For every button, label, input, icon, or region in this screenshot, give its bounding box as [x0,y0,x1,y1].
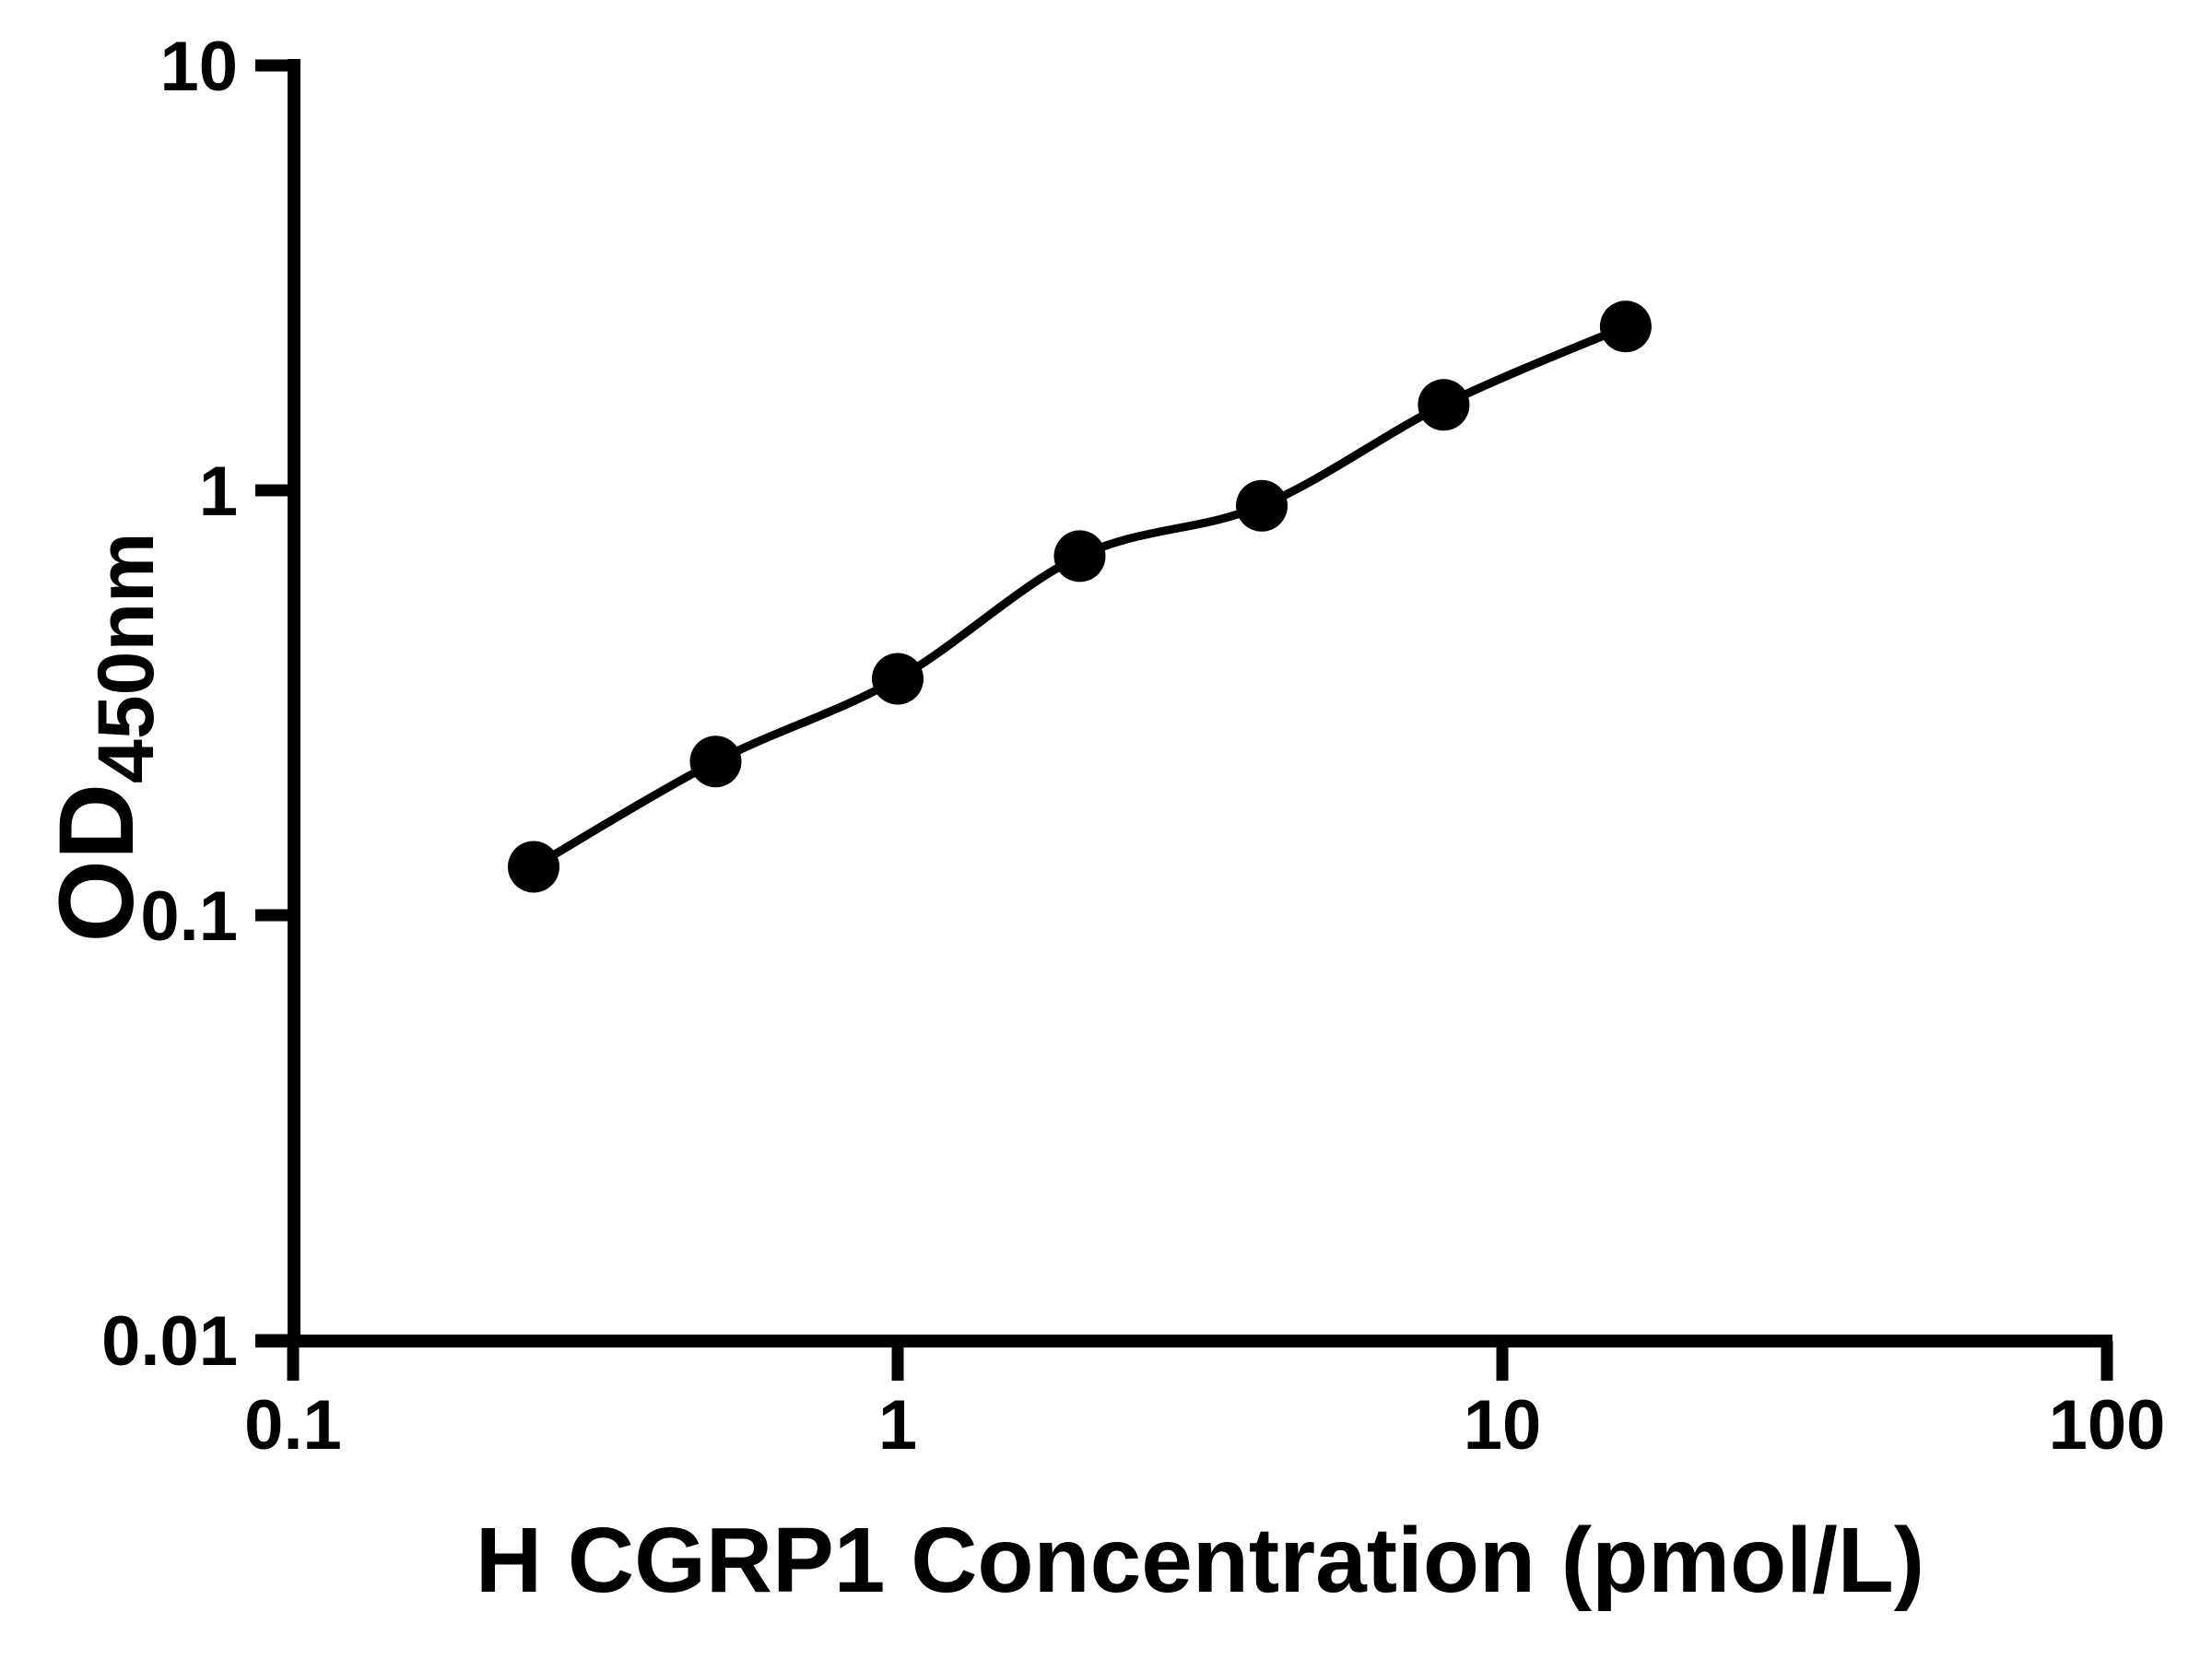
y-axis-title-sub: 450nm [82,532,171,784]
x-axis-title: H CGRP1 Concentration (pmol/L) [475,1509,1925,1612]
data-point-marker-3 [872,653,924,705]
x-tick-label-1: 1 [878,1386,917,1465]
x-tick-label-10: 10 [1464,1386,1542,1465]
data-point-marker-7 [1599,300,1652,353]
data-point-marker-5 [1236,479,1288,532]
data-point-marker-2 [689,735,742,788]
data-point-marker-4 [1053,530,1106,582]
x-tick-label-0.1: 0.1 [244,1386,342,1465]
data-point-marker-1 [508,841,559,893]
y-axis-title: OD450nm [32,452,171,1023]
y-tick-label-10: 10 [159,28,238,106]
y-tick-label-0.1: 0.1 [140,877,238,956]
y-tick-label-1: 1 [199,453,238,531]
y-axis-title-main: OD [38,783,156,943]
y-tick-label-0.01: 0.01 [101,1302,238,1381]
x-tick-label-100: 100 [2049,1386,2166,1465]
data-point-marker-6 [1418,379,1470,431]
